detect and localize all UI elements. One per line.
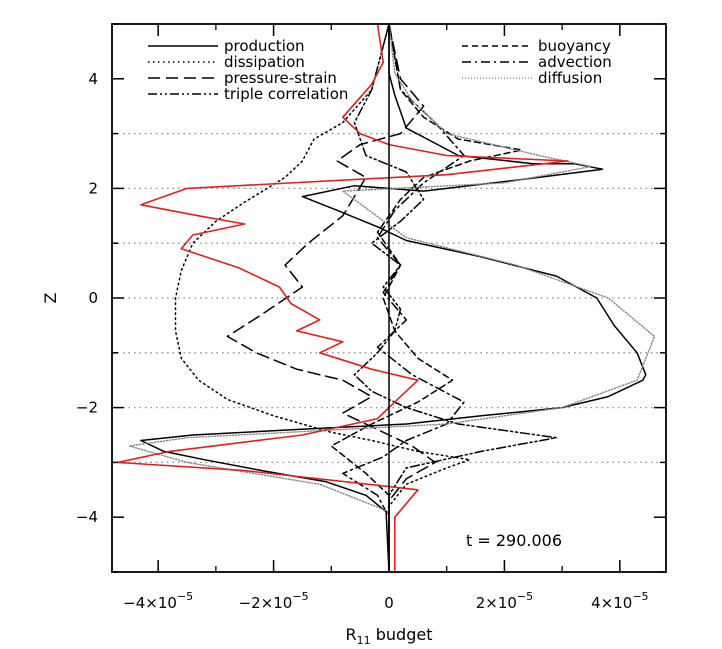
x-tick-exponent: −5 — [517, 590, 533, 603]
x-tick-mantissa: −4×10 — [123, 594, 177, 612]
y-axis-label: Z — [41, 292, 60, 303]
legend-label: pressure-strain — [224, 69, 337, 87]
x-tick-label: −4×10−5 — [123, 590, 193, 612]
series-line-pressure-strain — [226, 23, 436, 573]
legend-label: advection — [538, 53, 612, 71]
legend-label: diffusion — [538, 69, 602, 87]
x-tick-mantissa: 0 — [384, 594, 394, 612]
x-tick-exponent: −5 — [292, 590, 308, 603]
series-layer — [117, 23, 656, 573]
series-line-diffusion — [128, 23, 656, 573]
series-line-triple-correlation — [353, 23, 558, 573]
y-tick-label: −2 — [76, 399, 98, 417]
time-annotation: t = 290.006 — [466, 531, 562, 550]
x-axis-label-main: R — [346, 625, 357, 644]
legend-label: dissipation — [224, 53, 305, 71]
series-line-production — [140, 23, 647, 573]
y-tick-label: 4 — [88, 70, 98, 88]
x-tick-mantissa: 2×10 — [476, 594, 517, 612]
x-tick-mantissa: 4×10 — [591, 594, 632, 612]
y-tick-label: 2 — [88, 179, 98, 197]
x-tick-label: 0 — [384, 594, 394, 612]
legend-label: buoyancy — [538, 37, 611, 55]
legend-label: triple correlation — [224, 85, 348, 103]
x-tick-mantissa: −2×10 — [239, 594, 293, 612]
x-tick-exponent: −5 — [632, 590, 648, 603]
y-tick-label: −4 — [76, 508, 98, 526]
x-tick-label: 2×10−5 — [476, 590, 533, 612]
series-line-red-total — [117, 23, 569, 573]
x-tick-label: −2×10−5 — [239, 590, 309, 612]
x-tick-label: 4×10−5 — [591, 590, 648, 612]
x-axis-label-rest: budget — [371, 625, 433, 644]
series-line-dissipation — [174, 23, 471, 573]
x-tick-exponent: −5 — [177, 590, 193, 603]
y-tick-labels: 4 2 0 −2 −4 — [76, 70, 98, 526]
legend-label: production — [224, 37, 305, 55]
y-tick-label: 0 — [88, 289, 98, 307]
axis-ticks — [112, 23, 666, 573]
series-line-buoyancy — [330, 23, 523, 573]
x-tick-labels: −4×10−5 −2×10−5 0 2×10−5 4×10−5 — [123, 590, 648, 612]
x-axis-label: R11 budget — [346, 625, 433, 647]
legend: productiondissipationpressure-straintrip… — [148, 37, 612, 103]
series-line-advection — [342, 23, 465, 573]
x-axis-label-subscript: 11 — [357, 634, 371, 647]
